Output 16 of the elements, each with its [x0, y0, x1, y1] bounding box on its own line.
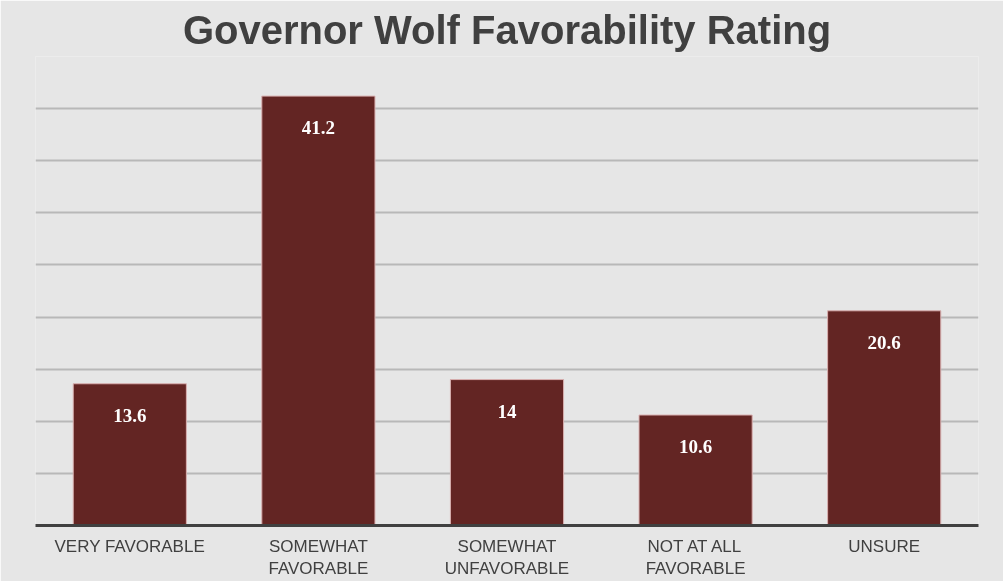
- x-tick-label: VERY FAVORABLE: [54, 536, 205, 556]
- x-tick-label: SOMEWHAT UNFAVORABLE: [444, 536, 570, 579]
- x-tick-label: UNSURE: [848, 536, 921, 556]
- bar: [72, 383, 187, 526]
- data-label: 20.6: [867, 331, 901, 353]
- x-tick-label: NOT AT ALL FAVORABLE: [645, 536, 746, 579]
- bar: [827, 310, 942, 526]
- bar: [261, 95, 376, 526]
- data-label: 14: [497, 400, 517, 422]
- data-label: 10.6: [678, 436, 713, 458]
- bar: [449, 379, 565, 526]
- data-label: 13.6: [113, 404, 147, 426]
- chart-title: Governor Wolf Favorability Rating: [182, 7, 832, 52]
- data-label: 41.2: [301, 117, 336, 139]
- bar: [638, 414, 753, 526]
- x-tick-label: SOMEWHAT FAVORABLE: [268, 536, 369, 579]
